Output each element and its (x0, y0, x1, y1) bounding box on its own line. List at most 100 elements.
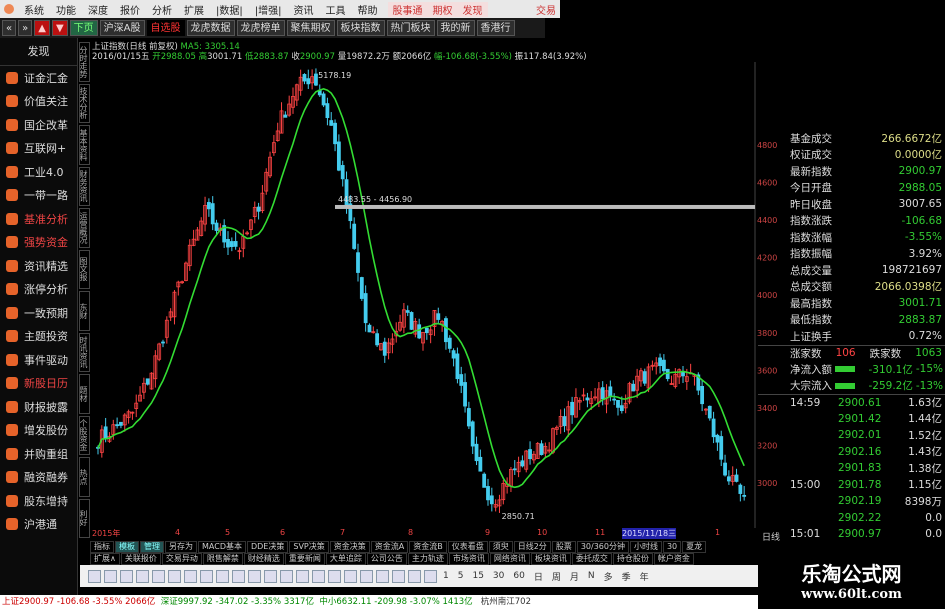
sidebar-item[interactable]: 增发股份 (0, 419, 77, 443)
indicator-tab[interactable]: 管理 (140, 541, 164, 553)
vertical-tab[interactable]: 财务资讯 (79, 166, 90, 206)
indicator-tab[interactable]: 仪表看盘 (447, 541, 488, 553)
chart-tool-icon[interactable] (136, 569, 149, 583)
toolbar-button[interactable]: 板块指数 (336, 20, 385, 36)
sidebar-item[interactable]: 一致预期 (0, 301, 77, 325)
sidebar-item[interactable]: 价值关注 (0, 90, 77, 114)
chart-tool-icon[interactable] (152, 569, 165, 583)
sidebar-item[interactable]: 股东增持 (0, 489, 77, 513)
chart-tool-icon[interactable] (296, 569, 309, 583)
vertical-tab[interactable]: 个股资金 (79, 415, 90, 455)
toolbar-button[interactable]: 我的新 (436, 20, 475, 36)
chart-tool-icon[interactable] (376, 569, 389, 583)
info-tab[interactable]: 市场资讯 (448, 553, 489, 565)
indicator-tab[interactable]: 30/360分钟 (576, 541, 629, 553)
toolbar-button[interactable]: 下页 (69, 20, 98, 36)
indicator-tab[interactable]: DDE决策 (246, 541, 289, 553)
sidebar-item[interactable]: 证金汇金 (0, 66, 77, 90)
menu-item[interactable]: 深度 (88, 5, 108, 17)
indicator-tab[interactable]: 资金流A (370, 541, 409, 553)
toolbar-button[interactable]: « (2, 20, 17, 36)
sidebar-item[interactable]: 基准分析 (0, 207, 77, 231)
menu-item[interactable]: 功能 (56, 5, 76, 17)
candlestick-chart[interactable]: 3000 3200 3400 3600 3800 4000 4200 4400 4600 4800… (90, 62, 790, 528)
info-tab[interactable]: 限售解禁 (202, 553, 243, 565)
chart-tool-icon[interactable] (216, 569, 229, 583)
chart-tool-icon[interactable] (392, 569, 405, 583)
info-tab[interactable]: 网络资讯 (489, 553, 530, 565)
vertical-tab[interactable]: 时讯资讯 (79, 332, 90, 372)
period-button[interactable]: 5 (457, 571, 464, 581)
indicator-tab[interactable]: 小时线 (629, 541, 662, 553)
indicator-tab[interactable]: 日线2分 (513, 541, 551, 553)
vertical-tab[interactable]: 分时走势 (79, 42, 90, 82)
menu-item[interactable]: 系统 (24, 5, 44, 17)
indicator-tab[interactable]: 资金决策 (329, 541, 370, 553)
indicator-tab[interactable]: 30 (662, 541, 682, 553)
period-button[interactable]: 月 (569, 572, 579, 583)
period-button[interactable]: 多 (603, 572, 613, 583)
menu-item[interactable]: 报价 (120, 5, 140, 17)
period-button[interactable]: 30 (492, 571, 505, 581)
chart-tool-icon[interactable] (120, 569, 133, 583)
chart-tool-icon[interactable] (360, 569, 373, 583)
period-button[interactable]: 日 (533, 572, 543, 583)
indicator-tab[interactable]: 指标 (90, 541, 114, 553)
sidebar-item[interactable]: 沪港通 (0, 513, 77, 537)
chart-tool-icon[interactable] (200, 569, 213, 583)
chart-tool-icon[interactable] (344, 569, 357, 583)
info-tab[interactable]: 公司公告 (366, 553, 407, 565)
toolbar-button[interactable]: 热门板块 (386, 20, 435, 36)
toolbar-button[interactable]: 龙虎数据 (186, 20, 235, 36)
sidebar-item[interactable]: 并购重组 (0, 442, 77, 466)
chart-tool-icon[interactable] (168, 569, 181, 583)
sidebar-item[interactable]: 一带一路 (0, 184, 77, 208)
vertical-tab[interactable]: 图文报 (79, 249, 90, 289)
menu-highlight-item[interactable]: 期权 (427, 1, 458, 17)
indicator-tab[interactable]: MACD基本 (198, 541, 246, 553)
vertical-tab[interactable]: 技术分析 (79, 83, 90, 123)
sidebar-item[interactable]: 事件驱动 (0, 348, 77, 372)
info-tab[interactable]: 持仓股份 (612, 553, 653, 565)
info-tab[interactable]: 板块资讯 (530, 553, 571, 565)
vertical-tab[interactable]: 题材 (79, 374, 90, 414)
indicator-tab[interactable]: SVP决策 (289, 541, 329, 553)
period-button[interactable]: 15 (472, 571, 484, 581)
sidebar-item[interactable]: 财报披露 (0, 395, 77, 419)
info-tab[interactable]: 关联报价 (120, 553, 161, 565)
period-button[interactable]: 季 (621, 572, 631, 583)
menu-trade[interactable]: 交易 (536, 5, 556, 17)
toolbar-button[interactable]: 香港行 (476, 20, 515, 36)
indicator-tab[interactable]: 模板 (115, 541, 139, 553)
toolbar-button[interactable]: 龙虎榜单 (236, 20, 285, 36)
sidebar-item[interactable]: 主题投资 (0, 325, 77, 349)
vertical-tab[interactable]: 利好 (79, 498, 90, 538)
info-tab[interactable]: 帐户资金 (653, 553, 694, 565)
sidebar-item[interactable]: 国企改革 (0, 113, 77, 137)
sidebar-item[interactable]: 强势资金 (0, 231, 77, 255)
menu-item[interactable]: 扩展 (184, 5, 204, 17)
info-tab[interactable]: 重要新闻 (284, 553, 325, 565)
info-tab[interactable]: 财经精选 (243, 553, 284, 565)
toolbar-button[interactable]: » (18, 20, 33, 36)
toolbar-button[interactable]: ▲ (34, 20, 50, 36)
indicator-tab[interactable]: 须臾 (488, 541, 513, 553)
sidebar-item[interactable]: 涨停分析 (0, 278, 77, 302)
sidebar-item[interactable]: 资讯精选 (0, 254, 77, 278)
toolbar-button[interactable]: 自选股 (146, 20, 185, 36)
indicator-tab[interactable]: 夏龙 (682, 541, 707, 553)
chart-tool-icon[interactable] (232, 569, 245, 583)
toolbar-button[interactable]: 聚焦期权 (286, 20, 335, 36)
menu-item[interactable]: |数据| (216, 5, 243, 17)
indicator-tab[interactable]: 股票 (551, 541, 576, 553)
info-tab[interactable]: 扩展∧ (90, 553, 120, 565)
menu-highlight-item[interactable]: 发现 (457, 1, 488, 17)
period-button[interactable]: 周 (551, 572, 561, 583)
info-tab[interactable]: 交易异动 (161, 553, 202, 565)
menu-item[interactable]: 分析 (152, 5, 172, 17)
period-button[interactable]: 1 (443, 571, 449, 581)
indicator-tab[interactable]: 资金流B (409, 541, 447, 553)
info-tab[interactable]: 主力轨迹 (407, 553, 448, 565)
period-button[interactable]: 年 (639, 572, 649, 583)
chart-tool-icon[interactable] (248, 569, 261, 583)
